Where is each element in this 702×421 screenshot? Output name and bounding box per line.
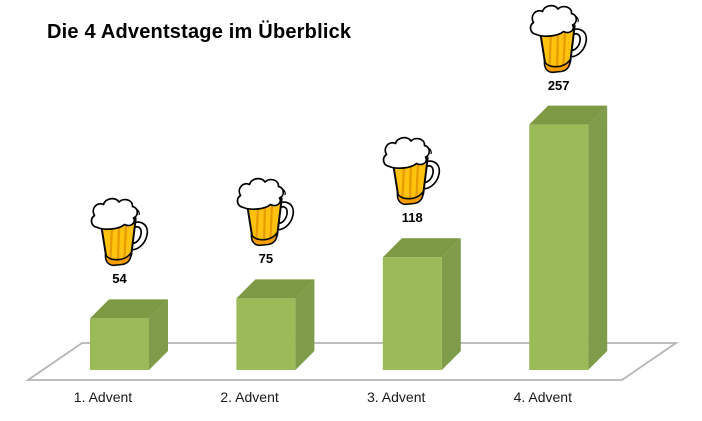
foam-drip	[282, 188, 286, 196]
bar-side-face	[441, 238, 461, 370]
beer-mug-icon	[529, 4, 587, 73]
foam-cloud	[90, 198, 138, 231]
foam-cloud	[529, 4, 577, 37]
mug-base	[104, 252, 132, 267]
bar-top-face	[529, 105, 608, 125]
x-axis-category-label: 3. Advent	[366, 389, 426, 405]
mug-base	[543, 58, 571, 73]
foam-cloud	[382, 137, 431, 170]
bar-side-face	[149, 299, 168, 370]
bar-top-face	[90, 299, 168, 319]
beer-mug-icon	[382, 137, 441, 206]
bar-top-face	[236, 279, 315, 299]
x-axis-category-label: 1. Advent	[73, 389, 133, 405]
bar-value-label: 75	[258, 251, 274, 267]
foam-cloud	[236, 178, 285, 211]
beer-mug-icon	[236, 178, 295, 247]
bar-value-label: 257	[547, 77, 570, 93]
chart-title: Die 4 Adventstage im Überblick	[47, 21, 352, 43]
beer-mug-icon	[90, 198, 148, 267]
bar-value-label: 118	[401, 210, 423, 226]
bar-value-label: 54	[112, 271, 127, 287]
foam-drip	[428, 147, 433, 155]
x-axis-category-label: 2. Advent	[220, 389, 279, 405]
bar-front-face	[529, 124, 589, 370]
bar-front-face	[382, 257, 442, 370]
foam-drip	[574, 15, 579, 22]
bar-side-face	[588, 105, 608, 370]
mug-base	[250, 231, 278, 247]
bar-side-face	[295, 279, 315, 370]
bar-top-face	[382, 238, 461, 258]
x-axis-category-label: 4. Advent	[513, 389, 572, 405]
bar-front-face	[90, 318, 149, 370]
mug-base	[396, 190, 424, 206]
foam-drip	[135, 208, 140, 216]
bar-front-face	[236, 298, 296, 370]
floor-plane	[25, 342, 679, 381]
